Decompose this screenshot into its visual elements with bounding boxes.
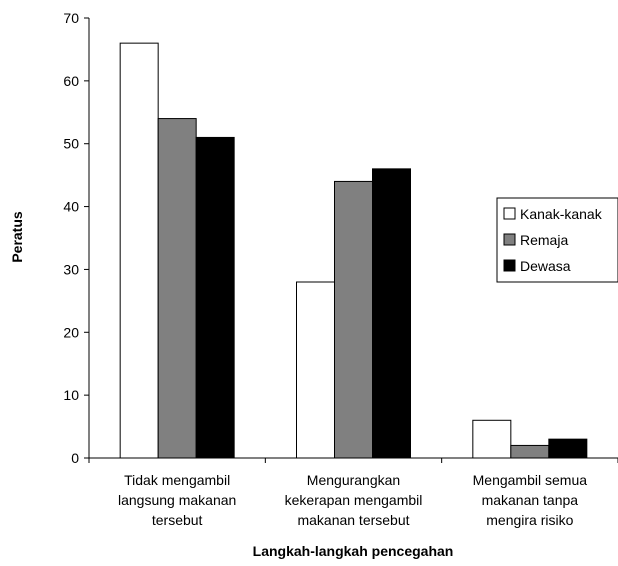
category-label: Tidak mengambil (124, 472, 230, 488)
bar-remaja (334, 180, 373, 459)
legend-swatch (503, 233, 516, 246)
bar-remaja (157, 118, 197, 459)
bar-kanak-kanak (472, 419, 512, 459)
category-label: langsung makanan (118, 492, 236, 508)
category-label: makanan tanpa (482, 492, 579, 508)
category-label: makanan tersebut (297, 512, 409, 528)
y-tick-label: 40 (63, 199, 79, 215)
bar-dewasa (372, 168, 411, 459)
legend-frame (496, 197, 618, 283)
bar-kanak-kanak (296, 281, 335, 459)
legend-swatch (503, 259, 516, 272)
category-labels: Tidak mengambil langsung makanan tersebut M… (118, 472, 587, 528)
y-tick-label: 0 (71, 450, 79, 466)
bar-remaja (510, 444, 550, 459)
bar-kanak-kanak (119, 42, 159, 459)
legend-label: Remaja (520, 232, 568, 248)
y-tick-label: 10 (63, 387, 79, 403)
y-tick-label: 30 (63, 261, 79, 277)
legend: Kanak-kanak Remaja Dewasa (496, 197, 618, 283)
category-label: kekerapan mengambil (285, 492, 423, 508)
y-tick-label: 50 (63, 136, 79, 152)
category-label: Mengurangkan (307, 472, 400, 488)
category-label: mengira risiko (486, 512, 573, 528)
x-axis-title: Langkah-langkah pencegahan (253, 543, 454, 559)
y-axis: 0 10 20 30 40 50 60 70 (63, 10, 90, 466)
bars (119, 42, 588, 459)
bar-dewasa (195, 136, 235, 459)
legend-swatch (503, 207, 516, 220)
y-tick-label: 20 (63, 324, 79, 340)
legend-label: Dewasa (520, 258, 571, 274)
legend-label: Kanak-kanak (520, 206, 603, 222)
category-label: tersebut (152, 512, 203, 528)
bar-dewasa (548, 438, 588, 459)
y-tick-label: 70 (63, 10, 79, 26)
y-axis-title: Peratus (9, 211, 25, 263)
y-tick-label: 60 (63, 73, 79, 89)
x-axis (88, 457, 618, 463)
category-label: Mengambil semua (473, 472, 588, 488)
